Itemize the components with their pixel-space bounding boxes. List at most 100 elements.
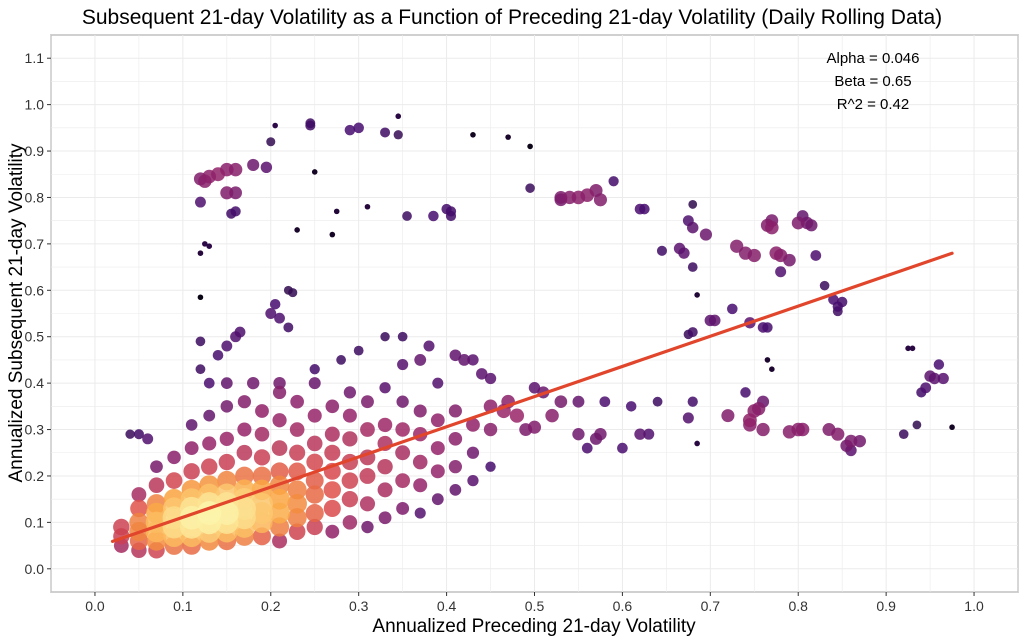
data-point: [687, 327, 698, 338]
data-point: [272, 413, 287, 428]
data-point: [687, 396, 698, 407]
y-tick-label: 0.7: [25, 236, 45, 252]
data-point: [324, 444, 341, 461]
data-point: [306, 435, 323, 452]
data-point: [756, 422, 770, 437]
data-point: [125, 429, 135, 439]
data-point: [336, 355, 346, 365]
data-point: [682, 412, 694, 424]
y-tick-label: 1.0: [25, 97, 45, 113]
data-point: [688, 200, 698, 209]
data-point: [150, 460, 163, 474]
data-point: [791, 216, 805, 230]
data-point: [266, 137, 276, 147]
data-point: [527, 143, 533, 150]
data-point: [325, 524, 340, 539]
data-point: [113, 518, 130, 536]
data-point: [380, 127, 391, 138]
data-point: [810, 250, 822, 261]
data-point: [484, 372, 497, 385]
data-point: [305, 485, 324, 504]
data-point: [769, 366, 775, 373]
data-point: [430, 413, 445, 428]
data-point: [288, 288, 298, 298]
x-tick-label: 0.0: [85, 598, 105, 614]
data-point: [329, 231, 336, 238]
data-point: [395, 473, 411, 488]
x-tick-label: 0.3: [349, 598, 369, 614]
data-point: [413, 478, 428, 493]
data-point: [414, 354, 427, 366]
y-tick-label: 0.9: [25, 143, 45, 159]
data-point: [260, 161, 273, 174]
data-point: [272, 385, 287, 400]
data-point: [323, 499, 341, 517]
data-point: [237, 395, 252, 409]
data-point: [525, 183, 535, 193]
y-axis-title: Annualized Subsequent 21-day Volatility: [6, 143, 27, 483]
data-point: [593, 193, 607, 207]
data-point: [937, 372, 949, 385]
data-point: [247, 376, 260, 390]
data-point: [423, 340, 435, 352]
data-point: [572, 395, 585, 408]
x-axis-title: Annualized Preceding 21-day Volatility: [372, 616, 696, 637]
data-point: [194, 196, 206, 208]
data-point: [361, 520, 374, 534]
data-point: [130, 499, 148, 518]
data-point: [200, 458, 218, 475]
data-point: [379, 382, 391, 394]
data-point: [230, 206, 241, 217]
data-point: [361, 395, 374, 409]
data-point: [483, 422, 498, 437]
data-point: [377, 458, 393, 475]
data-point: [142, 433, 154, 445]
data-point: [214, 501, 239, 525]
data-point: [467, 474, 479, 487]
annotation-beta: Beta = 0.65: [834, 73, 911, 90]
data-point: [148, 477, 165, 494]
y-axis-ticks: 0.0 0.1 0.2 0.3 0.4 0.5 0.6 0.7 0.8 0.9 1.0 1.1: [25, 50, 51, 577]
data-point: [380, 332, 390, 342]
data-point: [853, 434, 866, 448]
data-point: [396, 395, 409, 408]
data-point: [397, 331, 408, 342]
data-point: [800, 216, 814, 230]
data-point: [740, 387, 751, 398]
data-point: [708, 314, 721, 327]
data-point: [305, 504, 324, 523]
x-tick-label: 1.0: [964, 598, 984, 614]
data-point: [252, 466, 272, 486]
data-point: [402, 211, 412, 221]
data-point: [341, 472, 359, 489]
data-point: [572, 428, 585, 441]
data-point: [333, 208, 340, 215]
x-tick-label: 0.9: [876, 598, 896, 614]
x-tick-label: 0.2: [261, 598, 281, 614]
data-point: [599, 396, 611, 408]
data-point: [377, 417, 393, 433]
data-point: [307, 408, 322, 423]
data-point: [912, 420, 922, 430]
x-tick-label: 0.6: [613, 598, 633, 614]
data-point: [905, 345, 911, 352]
data-point: [527, 420, 542, 434]
data-point: [325, 399, 340, 414]
data-point: [448, 432, 463, 446]
data-point: [769, 246, 784, 260]
data-point: [395, 445, 411, 461]
data-point: [831, 427, 845, 441]
data-point: [467, 354, 479, 366]
data-point: [448, 460, 463, 474]
data-point: [765, 220, 779, 235]
data-point: [236, 444, 253, 461]
data-point: [342, 408, 357, 423]
data-point: [395, 422, 410, 437]
data-point: [673, 242, 686, 255]
data-point: [687, 221, 699, 234]
data-point: [294, 227, 300, 233]
data-point: [203, 377, 215, 389]
data-point: [359, 467, 376, 484]
data-point: [131, 487, 147, 502]
data-point: [727, 303, 738, 315]
